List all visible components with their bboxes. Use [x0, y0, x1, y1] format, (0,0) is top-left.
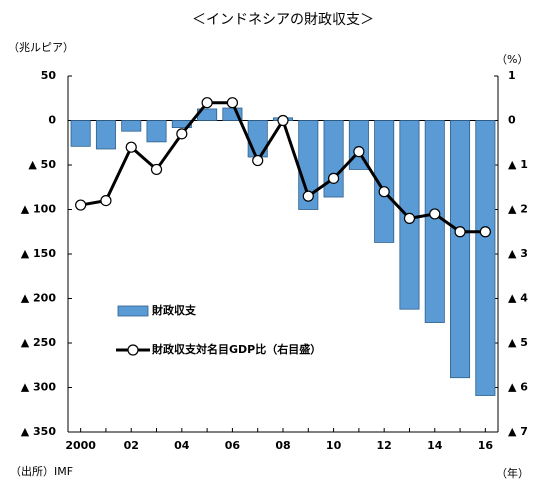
y-tick-label: ▲ 50 [28, 158, 56, 171]
bar [450, 120, 471, 379]
bar [475, 120, 496, 396]
y2-tick-label: ▲ 1 [508, 158, 528, 171]
x-tick-label: 2000 [65, 439, 96, 452]
chart-title: ＜インドネシアの財政収支＞ [192, 12, 374, 28]
y2-tick-label: ▲ 4 [508, 292, 528, 305]
y2-tick-label: ▲ 7 [508, 425, 528, 438]
y-tick-label: ▲ 300 [21, 381, 57, 394]
bar [95, 120, 116, 150]
legend-marker [127, 344, 139, 356]
marker [454, 226, 466, 238]
x-tick-label: 12 [377, 439, 392, 452]
bar [374, 120, 395, 243]
x-tick-label: 10 [326, 439, 342, 452]
y2-tick-label: ▲ 2 [508, 203, 528, 216]
legend-label: 財政収支 [151, 303, 197, 317]
y-tick-label: ▲ 200 [21, 292, 57, 305]
y2-tick-label: 0 [508, 114, 516, 127]
y2-tick-label: ▲ 6 [508, 381, 528, 394]
marker [125, 141, 137, 153]
legend-swatch [117, 305, 149, 317]
marker [201, 97, 213, 109]
y-axis-label: （兆ルピア） [8, 41, 74, 54]
legend-label: 財政収支対名目GDP比（右目盛） [151, 342, 321, 356]
y-tick-label: ▲ 350 [21, 425, 57, 438]
marker [327, 172, 340, 184]
marker [75, 199, 87, 211]
x-tick-label: 04 [174, 439, 190, 452]
marker [302, 190, 314, 202]
marker [100, 195, 112, 207]
marker [429, 208, 441, 220]
bar [70, 120, 91, 147]
x-tick-label: 06 [225, 439, 241, 452]
bar [323, 120, 344, 198]
marker [403, 212, 416, 224]
marker [252, 154, 264, 167]
y-tick-label: ▲ 150 [21, 247, 57, 260]
y-tick-label: ▲ 250 [21, 336, 57, 349]
x-tick-label: 08 [275, 439, 290, 452]
x-axis-label: （年） [496, 466, 529, 480]
y2-tick-label: 1 [508, 69, 516, 82]
x-tick-label: 16 [478, 439, 494, 452]
bar [424, 120, 445, 323]
x-tick-label: 14 [427, 439, 443, 452]
marker [226, 97, 239, 109]
y-tick-label: 0 [48, 114, 56, 127]
marker [479, 226, 491, 238]
y2-axis-label: （%） [496, 53, 528, 66]
marker [150, 163, 163, 176]
marker [277, 114, 289, 127]
y-tick-label: 50 [41, 69, 57, 82]
y2-tick-label: ▲ 5 [508, 336, 528, 349]
y2-tick-label: ▲ 3 [508, 247, 528, 260]
y-tick-label: ▲ 100 [21, 203, 57, 216]
bar [146, 120, 167, 143]
bar [121, 120, 142, 132]
x-tick-label: 02 [124, 439, 139, 452]
source: （出所）IMF [10, 464, 73, 478]
marker [378, 186, 390, 198]
marker [176, 128, 188, 140]
marker [353, 146, 365, 158]
